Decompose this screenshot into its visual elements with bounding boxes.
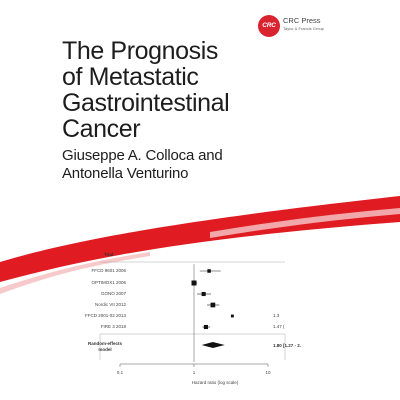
random-effects-label-line: model (98, 347, 112, 352)
study-value: 1.47 ( (273, 324, 285, 329)
logo-text: CRC (262, 22, 276, 29)
study-label: FIRE 3 2018 (100, 324, 126, 329)
study-label: GONO 2007 (100, 291, 126, 296)
study-marker (203, 324, 208, 330)
pooled-diamond (201, 342, 225, 348)
book-title: The Prognosis of Metastatic Gastrointest… (62, 38, 362, 142)
x-tick-label: 0.1 (116, 370, 124, 375)
publisher-subtitle: Taylor & Francis Group (283, 26, 324, 31)
x-axis-label: Hazard ratio (log scale) (191, 380, 239, 385)
study-label: OPTIMOX1 2006 (91, 280, 126, 285)
author-line: Giuseppe A. Colloca and (62, 147, 223, 164)
study-label: Nordic VII 2012 (94, 302, 126, 307)
study-marker (201, 291, 206, 297)
title-line: The Prognosis (62, 37, 218, 65)
study-marker (230, 314, 234, 318)
forest-plot-header: Trial (104, 252, 114, 257)
title-line: of Metastatic (62, 63, 199, 91)
publisher-name: CRC Press (283, 16, 321, 25)
random-effects-label-line: Random-effects (87, 341, 122, 346)
book-authors: Giuseppe A. Colloca and Antonella Ventur… (62, 147, 223, 183)
author-line: Antonella Venturino (62, 165, 189, 182)
study-value: 1.3 (273, 313, 280, 318)
study-label: FFCD 2001-02 2013 (84, 313, 126, 318)
x-tick-label: 10 (265, 370, 271, 375)
study-marker (210, 302, 216, 308)
study-label: FFCD 9601 2006 (91, 268, 126, 273)
x-tick-label: 1 (192, 370, 196, 375)
title-line: Gastrointestinal (62, 89, 230, 117)
random-effects-label: Random-effects model (80, 341, 130, 353)
title-line: Cancer (62, 115, 141, 143)
random-effects-value: 1.80 [1.27 - 2. (273, 343, 302, 348)
study-marker (207, 269, 211, 273)
study-marker (191, 280, 197, 286)
crc-logo-icon: CRC (258, 15, 280, 37)
